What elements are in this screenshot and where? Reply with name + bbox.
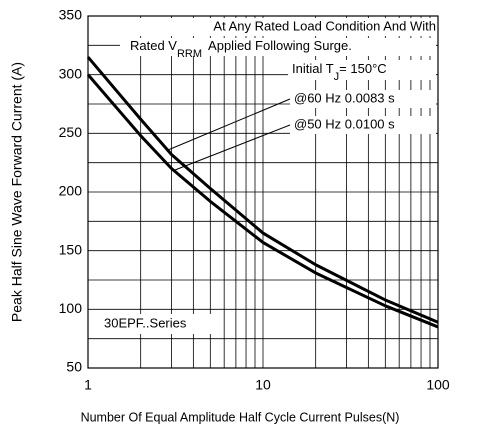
label-background <box>290 90 436 108</box>
annotation-part: Initial T <box>292 61 334 76</box>
y-tick-label: 100 <box>59 300 83 316</box>
y-tick-label: 300 <box>59 65 83 81</box>
leader-line <box>174 124 291 171</box>
y-axis-label: Peak Half Sine Wave Forward Current (A) <box>9 62 25 322</box>
y-tick-label: 350 <box>59 7 83 23</box>
label-background <box>100 314 218 334</box>
annotation-part: RRM <box>177 48 202 60</box>
annotation-part: Applied Following Surge. <box>208 38 352 53</box>
annotation: 30EPF..Series <box>104 315 187 330</box>
annotation-part: = 150°C <box>339 61 386 76</box>
x-tick-label: 1 <box>84 377 92 393</box>
data-line <box>86 73 439 329</box>
annotation-part: Rated V <box>130 38 177 53</box>
label-background <box>288 60 436 80</box>
annotation: Initial TJ= 150°C <box>292 61 387 82</box>
series-label: @50 Hz 0.0100 s <box>294 116 395 131</box>
label-background <box>290 116 436 134</box>
y-tick-label: 200 <box>59 183 83 199</box>
series-label: @60 Hz 0.0083 s <box>294 90 395 105</box>
data-line <box>86 56 439 324</box>
y-tick-label: 50 <box>66 359 82 375</box>
annotation-part: J <box>334 71 340 83</box>
label-background <box>120 38 436 56</box>
annotation: At Any Rated Load Condition And With <box>213 18 436 33</box>
plot-frame <box>87 15 439 369</box>
x-axis-label: Number Of Equal Amplitude Half Cycle Cur… <box>81 410 400 424</box>
x-tick-label: 10 <box>255 377 271 393</box>
label-background <box>108 18 436 36</box>
y-tick-label: 250 <box>59 124 83 140</box>
y-tick-label: 150 <box>59 241 83 257</box>
x-tick-label: 100 <box>426 377 450 393</box>
leader-line <box>167 98 291 151</box>
annotation: Rated VRRM Applied Following Surge. <box>130 38 352 59</box>
